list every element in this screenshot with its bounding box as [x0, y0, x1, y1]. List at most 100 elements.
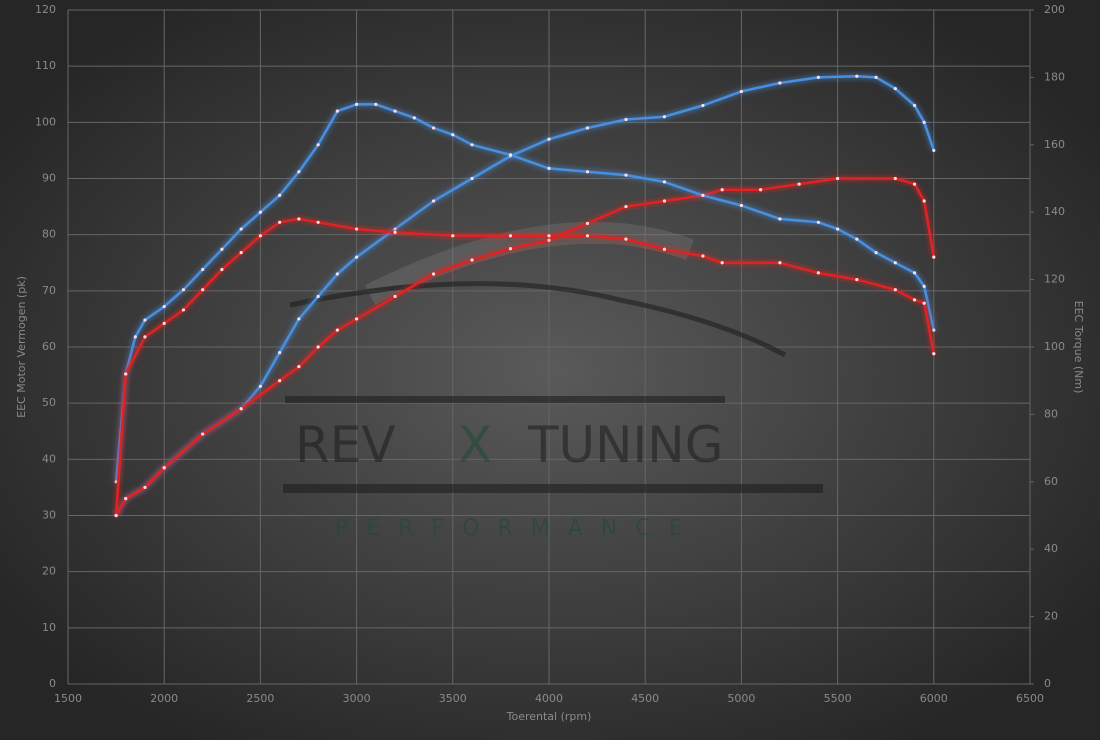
- data-point: [662, 115, 667, 119]
- data-point: [316, 220, 320, 224]
- y2-tick-label: 40: [1044, 542, 1058, 555]
- data-point: [431, 126, 436, 130]
- logo-bar: [283, 484, 823, 493]
- data-point: [220, 247, 224, 251]
- data-point: [393, 294, 397, 299]
- data-point: [278, 351, 282, 355]
- data-point: [201, 432, 205, 436]
- data-point: [316, 294, 320, 299]
- grid: [67, 9, 1031, 685]
- data-point: [258, 210, 262, 214]
- data-point: [355, 102, 359, 106]
- watermark-text: REV: [295, 416, 396, 474]
- data-point: [124, 372, 128, 376]
- data-point: [932, 328, 936, 332]
- data-point: [922, 120, 926, 124]
- data-point: [739, 203, 744, 208]
- data-point: [701, 193, 705, 197]
- y2-tick-label: 60: [1044, 475, 1058, 488]
- data-point: [893, 288, 897, 292]
- data-point: [258, 384, 262, 388]
- data-point: [932, 148, 936, 153]
- data-point: [912, 271, 917, 275]
- data-point: [922, 301, 926, 305]
- data-point: [114, 480, 118, 484]
- data-point: [393, 109, 397, 113]
- data-point: [335, 272, 339, 276]
- data-point: [662, 199, 667, 203]
- data-point: [431, 199, 436, 203]
- data-point: [893, 261, 897, 265]
- data-point: [585, 170, 590, 174]
- data-point: [836, 227, 840, 231]
- data-point: [143, 335, 147, 339]
- data-point: [624, 204, 628, 209]
- data-point: [585, 234, 590, 238]
- x-tick-label: 4500: [631, 692, 659, 705]
- data-point: [720, 188, 724, 192]
- data-point: [508, 234, 513, 238]
- data-point: [922, 284, 926, 288]
- data-point: [239, 407, 243, 411]
- data-point: [470, 258, 474, 262]
- y2-tick-label: 80: [1044, 407, 1058, 420]
- data-point: [470, 176, 474, 181]
- watermark-text: X: [458, 416, 492, 474]
- y-tick-label: 30: [42, 509, 56, 522]
- data-point: [181, 288, 186, 292]
- data-point: [335, 328, 339, 332]
- y-tick-label: 100: [35, 115, 56, 128]
- data-point: [393, 230, 397, 235]
- data-point: [624, 237, 628, 241]
- data-point: [701, 103, 705, 108]
- data-point: [133, 335, 137, 339]
- x-tick-label: 6000: [920, 692, 948, 705]
- y-tick-label: 110: [35, 59, 56, 72]
- data-point: [124, 497, 128, 501]
- data-point: [258, 234, 262, 238]
- y2-tick-label: 120: [1044, 273, 1065, 286]
- data-point: [278, 379, 282, 383]
- x-tick-label: 3000: [343, 692, 371, 705]
- data-point: [335, 109, 339, 113]
- data-point: [816, 271, 820, 275]
- data-point: [451, 234, 455, 238]
- x-tick-label: 5500: [824, 692, 852, 705]
- data-point: [836, 176, 840, 181]
- x-tick-label: 2000: [150, 692, 178, 705]
- data-point: [355, 255, 359, 259]
- data-point: [470, 143, 474, 147]
- data-point: [624, 117, 628, 122]
- data-point: [297, 170, 301, 174]
- x-tick-label: 5000: [727, 692, 755, 705]
- data-point: [278, 193, 282, 197]
- data-point: [316, 345, 320, 349]
- y-tick-label: 90: [42, 172, 56, 185]
- data-point: [239, 227, 243, 231]
- data-point: [855, 278, 859, 282]
- data-point: [143, 485, 147, 490]
- data-point: [220, 267, 224, 272]
- data-point: [239, 251, 243, 255]
- x-axis-label: Toerental (rpm): [506, 710, 592, 723]
- data-point: [585, 126, 590, 130]
- y2-tick-label: 0: [1044, 677, 1051, 690]
- y2-tick-label: 20: [1044, 610, 1058, 623]
- y-tick-label: 80: [42, 228, 56, 241]
- data-point: [739, 89, 744, 94]
- data-point: [797, 182, 801, 186]
- data-point: [662, 180, 667, 184]
- y2-tick-label: 100: [1044, 340, 1065, 353]
- series-line: [115, 177, 936, 517]
- data-point: [912, 103, 917, 108]
- watermark-text: PERFORMANCE: [335, 516, 700, 541]
- data-point: [874, 251, 878, 255]
- x-tick-label: 2500: [246, 692, 274, 705]
- data-point: [431, 272, 436, 276]
- data-point: [912, 298, 917, 302]
- y2-tick-label: 160: [1044, 138, 1065, 151]
- data-point: [778, 217, 782, 221]
- y-axis-label: EEC Motor Vermogen (pk): [15, 276, 28, 418]
